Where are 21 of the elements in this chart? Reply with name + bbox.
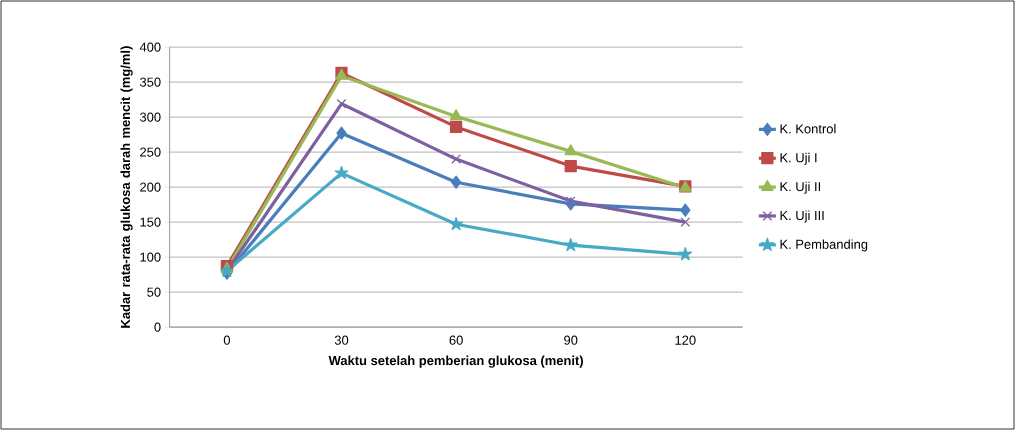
- legend-label: K. Kontrol: [780, 123, 836, 134]
- x-axis-title: Waktu setelah pemberian glukosa (menit): [328, 355, 583, 368]
- y-tick-label: 150: [140, 217, 161, 227]
- x-tick-label: 120: [675, 335, 696, 345]
- y-tick-label: 200: [140, 182, 161, 192]
- x-tick-label: 60: [449, 335, 463, 345]
- x-tick-label: 90: [564, 335, 578, 345]
- y-tick-label: 400: [139, 42, 161, 52]
- legend-label: K. Uji II: [780, 181, 820, 194]
- x-tick-label: 0: [223, 335, 231, 345]
- y-tick-label: 50: [147, 287, 161, 297]
- y-tick-label: 100: [140, 252, 161, 262]
- legend-label: K. Uji III: [780, 210, 824, 223]
- y-tick-label: 0: [154, 322, 161, 332]
- x-tick-label: 30: [334, 335, 349, 345]
- y-tick-label: 300: [139, 112, 161, 122]
- y-axis-title: Kadar rata-rata glukosa darah mencit (mg/ml): [120, 46, 133, 328]
- y-tick-label: 250: [140, 147, 161, 157]
- legend-label: K. Uji I: [780, 152, 817, 165]
- legend-label: K. Pembanding: [780, 239, 868, 252]
- y-tick-label: 350: [139, 77, 161, 87]
